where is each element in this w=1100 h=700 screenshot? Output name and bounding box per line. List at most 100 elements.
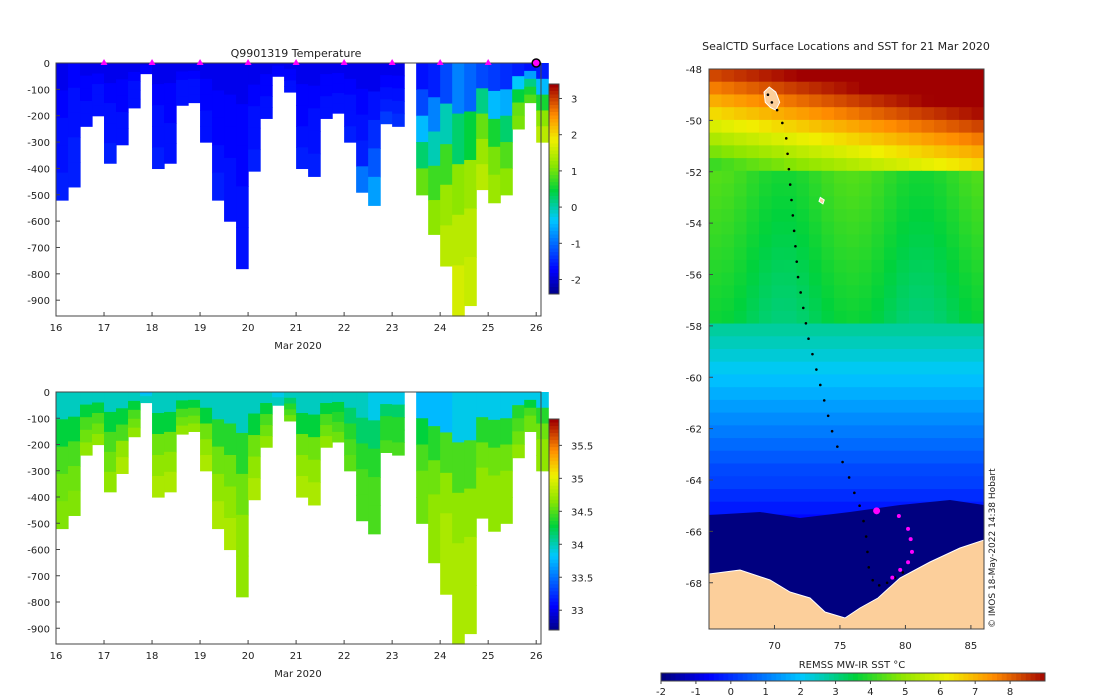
sst-cell-34-4 [759, 501, 773, 516]
temp-colorbar-tick-4: -1 [571, 239, 581, 250]
sst-cell-31-13 [871, 463, 885, 477]
temp-colorbar-segment-17 [549, 143, 559, 148]
sst-cell-24-6 [784, 374, 798, 388]
sal-profile-35-cell-4 [476, 492, 489, 519]
sal-profile-36-cell-0 [488, 392, 501, 421]
sst-cell-24-3 [746, 374, 760, 388]
sal-profile-27-cell-2 [380, 416, 393, 429]
sst-cell-8-15 [896, 170, 910, 185]
sst-cell-29-6 [784, 438, 798, 452]
sst-cell-33-20 [959, 489, 973, 503]
sst-cell-29-14 [884, 438, 898, 452]
sst-cell-27-19 [946, 412, 960, 426]
sal-profile-19-cell-1 [284, 397, 297, 405]
temp-colorbar-segment-1 [549, 87, 559, 92]
sst-cell-10-5 [771, 196, 785, 210]
temp-surface-marker-0 [100, 59, 108, 65]
temp-profile-17-cell-3 [260, 96, 273, 108]
sst-colorbar-segment-28 [795, 673, 801, 681]
temp-profile-5-cell-4 [116, 128, 129, 146]
sst-cell-32-8 [809, 476, 823, 490]
sst-cell-4-0 [709, 119, 723, 134]
sst-cell-15-15 [896, 259, 910, 274]
temp-profile-1-cell-3 [68, 137, 81, 163]
sal-colorbar-segment-5 [549, 436, 559, 441]
temp-profile-25-cell-4 [356, 166, 369, 193]
sst-cell-23-4 [759, 361, 773, 376]
sal-profile-30-cell-2 [416, 444, 429, 472]
sst-cell-31-11 [846, 463, 860, 477]
sst-cell-24-2 [734, 374, 748, 388]
sst-cell-9-19 [946, 183, 960, 197]
sal-colorbar-segment-10 [549, 454, 559, 459]
sst-cell-17-18 [934, 285, 948, 299]
sal-profile-0-cell-4 [56, 501, 69, 530]
sst-colorbar-segment-40 [853, 673, 859, 681]
sst-cell-8-16 [909, 170, 923, 185]
track-point-29 [862, 519, 865, 523]
temp-colorbar-segment-51 [549, 262, 559, 267]
sst-cell-4-20 [959, 119, 973, 134]
sst-cell-14-10 [834, 247, 848, 261]
temp-profile-17-cell-4 [260, 107, 273, 119]
temp-profile-37-cell-4 [500, 168, 513, 196]
temp-colorbar-segment-58 [549, 287, 559, 291]
sal-profile-9-cell-2 [164, 431, 177, 453]
sst-cell-7-14 [884, 158, 898, 172]
sal-profile-26-cell-0 [368, 392, 381, 421]
sal-profile-35-cell-3 [476, 467, 489, 494]
sst-cell-33-14 [884, 489, 898, 503]
sst-cell-30-3 [746, 450, 760, 465]
sst-cell-32-15 [896, 476, 910, 490]
sst-cell-17-4 [759, 285, 773, 299]
sst-cell-11-13 [871, 209, 885, 223]
temp-colorbar-segment-34 [549, 203, 559, 207]
sst-cell-26-20 [959, 399, 973, 414]
temp-profile-17-cell-2 [260, 85, 273, 97]
sst-colorbar-segment-44 [872, 673, 878, 681]
track-point-23 [830, 429, 834, 433]
temperature-x-label: Mar 2020 [274, 341, 322, 352]
temp-profile-26-cell-1 [368, 91, 381, 121]
track-point-14 [799, 291, 802, 294]
sst-cell-20-4 [759, 323, 773, 337]
sst-cell-29-12 [859, 438, 873, 452]
sst-cell-21-9 [821, 336, 835, 350]
sst-cell-13-1 [721, 234, 735, 248]
sal-profile-12-cell-4 [200, 455, 213, 472]
sst-cell-20-8 [809, 323, 823, 337]
sst-cell-33-16 [909, 489, 923, 503]
sst-cell-7-5 [771, 158, 785, 172]
sst-cell-11-9 [821, 209, 835, 223]
sal-profile-8-cell-0 [152, 392, 165, 414]
sst-cell-2-17 [921, 94, 935, 108]
sal-y-tick-3: -300 [27, 467, 50, 478]
sst-cell-7-8 [809, 158, 823, 172]
sal-profile-33-cell-4 [452, 593, 465, 645]
temp-profile-16-cell-4 [248, 149, 261, 172]
sst-cell-23-9 [821, 361, 835, 376]
sst-cell-18-13 [871, 298, 885, 312]
temp-colorbar-segment-41 [549, 227, 559, 232]
sst-cell-30-19 [946, 450, 960, 465]
sst-cell-21-4 [759, 336, 773, 350]
sst-cell-21-18 [934, 336, 948, 350]
sst-colorbar-segment-5 [685, 673, 691, 681]
sst-cell-27-9 [821, 412, 835, 426]
sst-cell-19-15 [896, 310, 910, 325]
temp-profile-25-cell-0 [356, 63, 369, 90]
temp-profile-10-cell-4 [176, 96, 189, 106]
sst-cell-28-20 [959, 425, 973, 439]
sst-colorbar-segment-31 [809, 673, 816, 681]
sst-cell-1-8 [809, 81, 823, 96]
sal-profile-18-cell-2 [272, 397, 285, 401]
sst-cell-26-6 [784, 399, 798, 414]
sst-cell-0-14 [884, 69, 898, 83]
sst-cell-19-5 [771, 310, 785, 325]
sst-cell-16-17 [921, 272, 935, 286]
sal-profile-9-cell-4 [164, 471, 177, 493]
sst-cell-33-6 [784, 489, 798, 503]
temp-profile-19-cell-2 [284, 74, 297, 81]
sst-cell-12-9 [821, 221, 835, 236]
sst-cell-22-3 [746, 349, 760, 363]
